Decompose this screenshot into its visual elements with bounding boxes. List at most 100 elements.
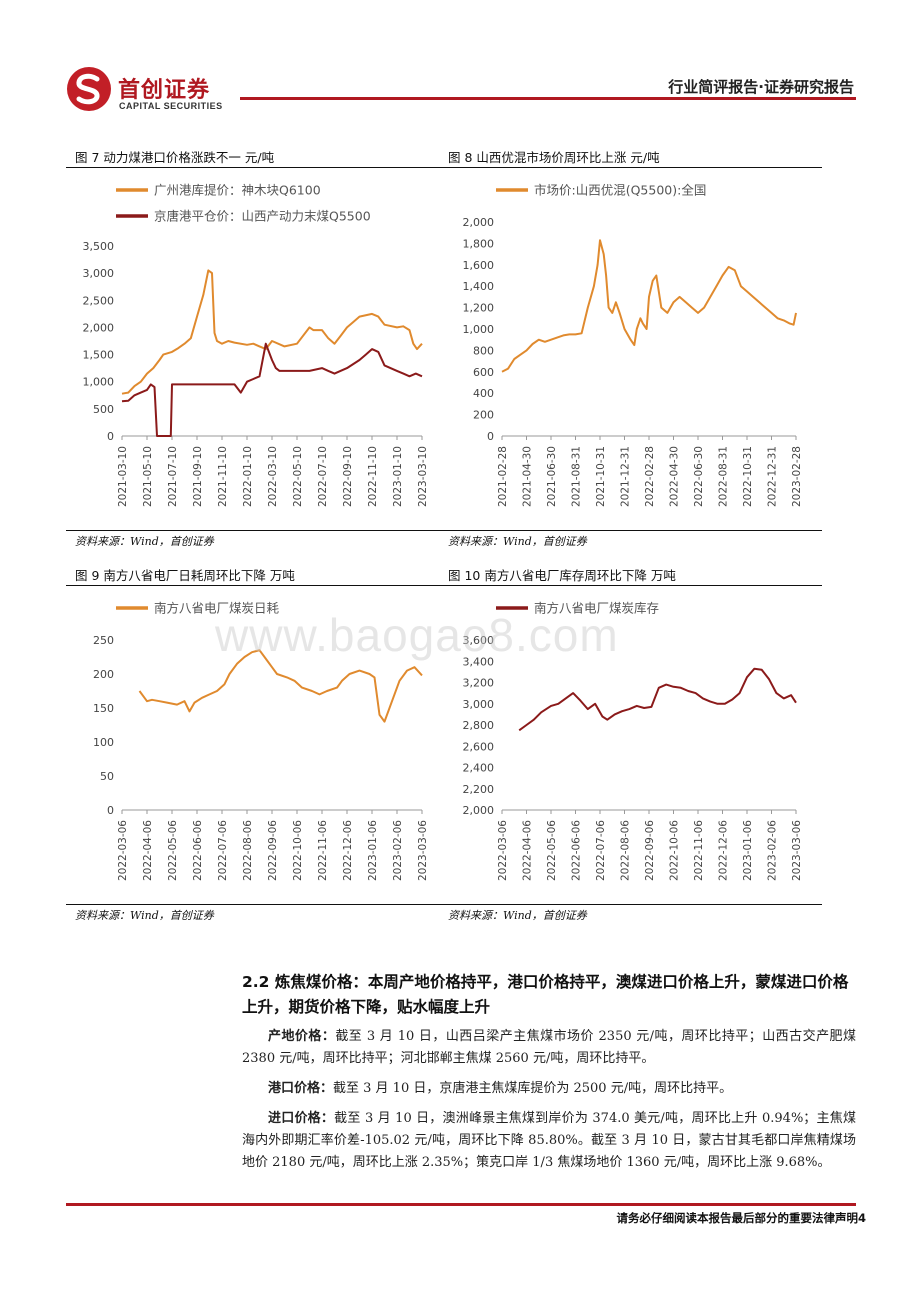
fig9-ytick-label: 150: [93, 702, 114, 715]
fig7-series-line-1: [121, 342, 423, 437]
fig10-ytick-label: 3,200: [463, 677, 495, 690]
fig7-xtick-label: 2022-11-10: [367, 446, 379, 507]
fig10-ytick-label: 3,000: [463, 698, 495, 711]
footer: 请务必仔细阅读本报告最后部分的重要法律声明4: [616, 1210, 866, 1226]
fig8-xtick-label: 2022-04-30: [669, 446, 681, 507]
fig10-xtick-label: 2022-06-06: [571, 820, 583, 881]
logo: 首创证券 CAPITAL SECURITIES: [66, 66, 246, 114]
fig8-ytick-label: 1,400: [463, 280, 495, 293]
fig9-ytick-label: 200: [93, 668, 114, 681]
fig10-title: 图 10 南方八省电厂库存周环比下降 万吨: [448, 568, 676, 583]
fig9-ytick-label: 50: [100, 770, 114, 783]
fig-row1-bottom-rule: [66, 530, 822, 531]
fig9-xtick-label: 2022-03-06: [117, 820, 129, 881]
fig9-xtick-label: 2022-11-06: [317, 820, 329, 881]
fig8-ytick-label: 400: [473, 387, 494, 400]
fig8-xtick-label: 2021-02-28: [497, 446, 509, 507]
fig8-xtick-label: 2021-06-30: [546, 446, 558, 507]
fig8-xtick-label: 2023-02-28: [791, 446, 803, 507]
logo-cn-text: 首创证券: [118, 78, 211, 103]
report-type: 行业简评报告·证券研究报告: [668, 78, 854, 96]
fig7-legend-label-0: 广州港库提价：神木块Q6100: [154, 183, 321, 198]
fig8-xtick-label: 2021-12-31: [620, 446, 632, 507]
fig8-xtick-label: 2022-12-31: [767, 446, 779, 507]
fig10-ytick-label: 3,600: [463, 634, 495, 647]
fig9-xtick-label: 2023-03-06: [417, 820, 429, 881]
fig10-legend-label-0: 南方八省电厂煤炭库存: [534, 601, 659, 616]
fig7-chart: 广州港库提价：神木块Q6100 京唐港平仓价：山西产动力末煤Q5500 0 500 1,…: [83, 183, 430, 508]
fig9-xtick-label: 2022-09-06: [267, 820, 279, 881]
fig8-title: 图 8 山西优混市场价周环比上涨 元/吨: [448, 150, 660, 165]
paragraph-lead: 港口价格：: [268, 1081, 334, 1096]
fig9-series-line-0: [138, 649, 423, 723]
section-title: 2.2 炼焦煤价格：本周产地价格持平，港口价格持平，澳煤进口价格上升，蒙煤进口价…: [242, 973, 849, 1016]
fig10-xtick-label: 2022-11-06: [693, 820, 705, 881]
fig7-ytick-label: 3,000: [83, 267, 115, 280]
fig10-xtick-label: 2022-04-06: [522, 820, 534, 881]
fig7-title: 图 7 动力煤港口价格涨跌不一 元/吨: [75, 150, 275, 165]
fig7-xtick-label: 2023-03-10: [417, 446, 429, 507]
paragraph-text: 截至 3 月 10 日，京唐港主焦煤库提价为 2500 元/吨，周环比持平。: [333, 1081, 733, 1096]
fig10-xtick-label: 2022-10-06: [669, 820, 681, 881]
fig8-source: 资料来源：Wind，首创证券: [448, 535, 587, 548]
fig10-xtick-label: 2022-07-06: [595, 820, 607, 881]
fig7-ytick-label: 2,000: [83, 321, 115, 334]
fig8-xtick-label: 2021-10-31: [595, 446, 607, 507]
fig8-xtick-label: 2022-08-31: [718, 446, 730, 507]
paragraph-text: 截至 3 月 10 日，山西吕梁产主焦煤市场价 2350 元/吨，周环比持平；山…: [242, 1029, 856, 1066]
fig9-xtick-label: 2023-01-06: [367, 820, 379, 881]
footer-rule: [66, 1203, 856, 1206]
fig8-ytick-label: 800: [473, 344, 494, 357]
fig7-source: 资料来源：Wind，首创证券: [75, 535, 214, 548]
logo-en-text: CAPITAL SECURITIES: [119, 101, 223, 111]
fig8-xtick-label: 2022-10-31: [742, 446, 754, 507]
fig9-ytick-label: 0: [107, 804, 114, 817]
fig8-ytick-label: 1,800: [463, 237, 495, 250]
fig8-ytick-label: 1,600: [463, 259, 495, 272]
fig8-chart: 市场价:山西优混(Q5500):全国 0 200 400 600 800 1,000 1,20…: [463, 183, 804, 508]
fig7-xtick-label: 2021-09-10: [192, 446, 204, 507]
fig-row2-top-rule: [66, 585, 822, 586]
fig9-chart: 南方八省电厂煤炭日耗 0 50 100 150 200 250 2022-03-06 2022-…: [93, 601, 429, 882]
fig7-xtick-label: 2022-05-10: [292, 446, 304, 507]
fig8-ytick-label: 2,000: [463, 216, 495, 229]
fig9-legend-label-0: 南方八省电厂煤炭日耗: [154, 601, 280, 616]
fig10-chart: 南方八省电厂煤炭库存 2,000 2,200 2,400 2,600 2,800 3,000…: [463, 601, 804, 882]
fig-row2-bottom-rule: [66, 904, 822, 905]
paragraph-import-price: 进口价格：截至 3 月 10 日，澳洲峰景主焦煤到岸价为 374.0 美元/吨，…: [242, 1108, 856, 1174]
fig8-ytick-label: 200: [473, 409, 494, 422]
fig7-xtick-label: 2021-03-10: [117, 446, 129, 507]
fig10-xtick-label: 2023-03-06: [791, 820, 803, 881]
fig8-xtick-label: 2021-08-31: [571, 446, 583, 507]
fig7-series-line-0: [121, 269, 423, 395]
fig7-xtick-label: 2021-07-10: [167, 446, 179, 507]
fig10-ytick-label: 2,400: [463, 762, 495, 775]
fig8-legend-label-0: 市场价:山西优混(Q5500):全国: [534, 183, 706, 198]
fig10-xtick-label: 2022-12-06: [718, 820, 730, 881]
footer-disclaimer: 请务必仔细阅读本报告最后部分的重要法律声明: [616, 1211, 858, 1225]
paragraph-port-price: 港口价格：截至 3 月 10 日，京唐港主焦煤库提价为 2500 元/吨，周环比…: [242, 1078, 856, 1100]
paragraph-origin-price: 产地价格：截至 3 月 10 日，山西吕梁产主焦煤市场价 2350 元/吨，周环…: [242, 1026, 856, 1070]
fig8-xtick-label: 2022-02-28: [644, 446, 656, 507]
fig10-xtick-label: 2022-03-06: [497, 820, 509, 881]
fig-row1-top-rule: [66, 167, 822, 168]
fig7-xtick-label: 2021-11-10: [217, 446, 229, 507]
fig7-ytick-label: 0: [107, 430, 114, 443]
fig9-xtick-label: 2022-05-06: [167, 820, 179, 881]
paragraph-lead: 产地价格：: [268, 1029, 336, 1044]
fig10-xtick-label: 2022-09-06: [644, 820, 656, 881]
fig10-xtick-label: 2022-05-06: [546, 820, 558, 881]
fig7-ytick-label: 1,500: [83, 349, 115, 362]
fig10-source: 资料来源：Wind，首创证券: [448, 909, 587, 922]
fig7-xtick-label: 2023-01-10: [392, 446, 404, 507]
fig10-ytick-label: 2,200: [463, 783, 495, 796]
paragraph-lead: 进口价格：: [268, 1111, 335, 1126]
header-rule: [240, 97, 856, 100]
fig9-xtick-label: 2022-06-06: [192, 820, 204, 881]
fig9-xtick-label: 2022-04-06: [142, 820, 154, 881]
fig9-ytick-label: 250: [93, 634, 114, 647]
fig7-ytick-label: 2,500: [83, 294, 115, 307]
fig9-xtick-label: 2022-10-06: [292, 820, 304, 881]
fig7-xtick-label: 2022-03-10: [267, 446, 279, 507]
fig9-xtick-label: 2022-07-06: [217, 820, 229, 881]
